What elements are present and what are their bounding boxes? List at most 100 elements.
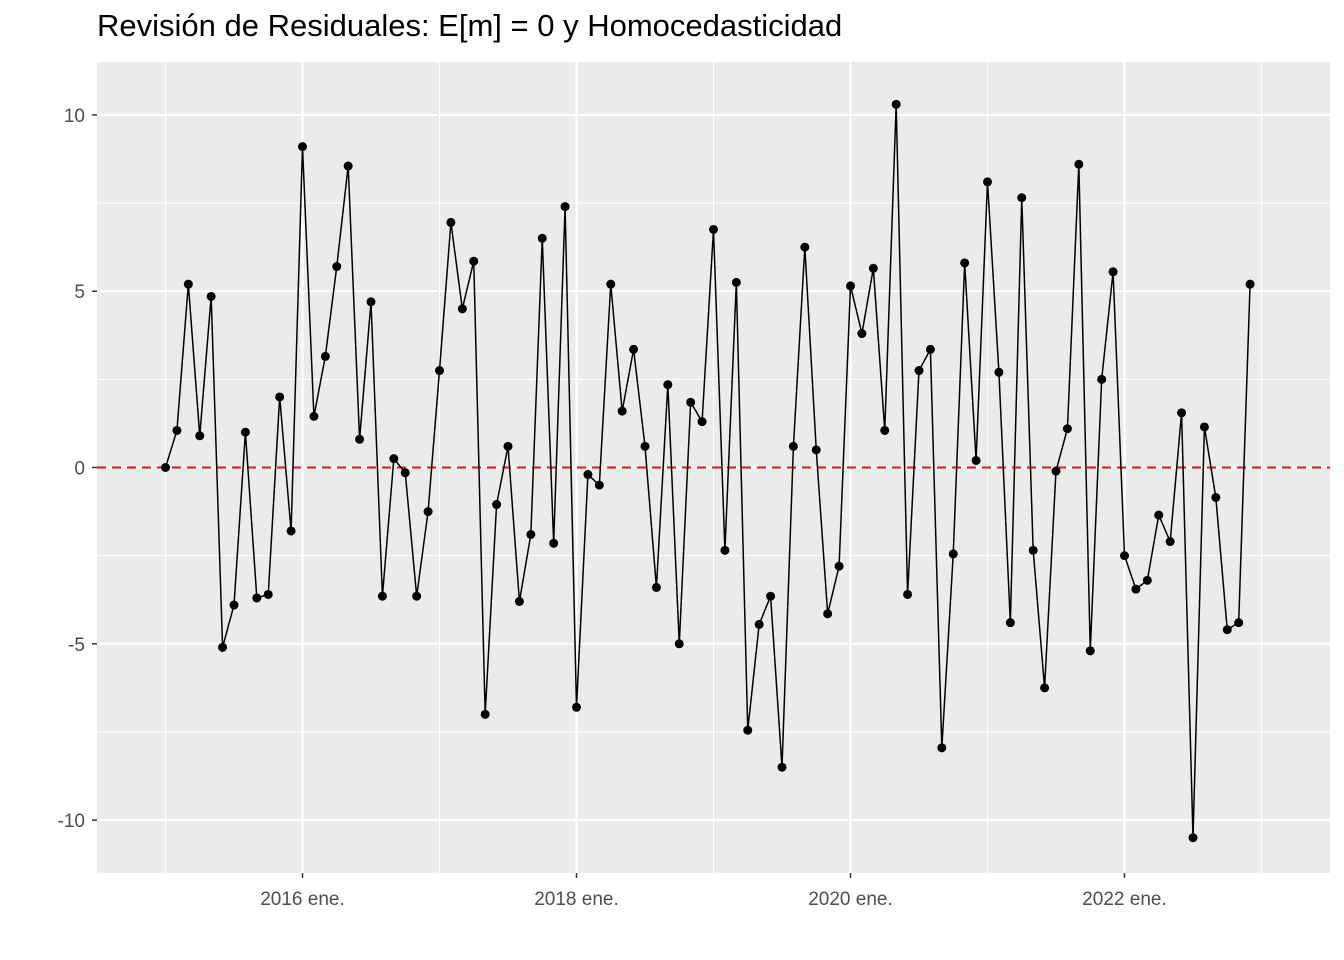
residual-point	[994, 367, 1004, 377]
residual-point	[629, 344, 639, 354]
residual-series-line	[164, 104, 1251, 838]
residual-point	[549, 538, 559, 548]
residual-point	[400, 468, 410, 478]
residual-point	[503, 441, 513, 451]
residual-point	[983, 177, 992, 187]
residual-point	[1131, 584, 1141, 594]
residual-point	[674, 639, 684, 649]
residual-point	[355, 434, 365, 444]
residual-point	[800, 242, 810, 252]
residual-point	[1188, 833, 1198, 843]
y-tick-label: 10	[64, 106, 85, 127]
residual-point	[275, 392, 285, 402]
residual-point	[560, 202, 570, 212]
residual-point	[1142, 575, 1152, 585]
residual-point	[1222, 625, 1232, 635]
residual-point	[435, 366, 444, 376]
residual-point	[1028, 545, 1038, 555]
residual-point	[343, 161, 353, 171]
residual-point	[948, 549, 958, 559]
residual-point	[389, 454, 399, 464]
residual-point	[857, 329, 867, 339]
residual-point	[366, 297, 376, 307]
y-tick-label: 5	[74, 282, 85, 303]
residual-point	[640, 441, 650, 451]
residual-point	[309, 411, 319, 421]
residual-point	[240, 427, 250, 437]
residual-point	[1234, 618, 1244, 628]
residual-point	[195, 431, 205, 441]
residual-point	[1245, 279, 1255, 289]
x-axis: 2016 ene. 2018 ene. 2020 ene. 2022 ene.	[260, 873, 1167, 910]
residual-point	[572, 702, 581, 712]
residual-point	[423, 507, 433, 517]
residual-point	[252, 593, 262, 603]
residual-point	[480, 709, 490, 719]
residual-point	[709, 224, 718, 234]
residual-point	[925, 344, 935, 354]
residual-point	[846, 281, 855, 291]
residual-point	[469, 256, 479, 266]
residual-point	[880, 425, 890, 435]
x-tick-label: 2020 ene.	[808, 889, 893, 910]
residual-point	[332, 262, 342, 272]
y-tick-label: -5	[68, 635, 85, 656]
residual-point	[1211, 492, 1221, 502]
residual-point	[720, 545, 730, 555]
y-axis: -10 -5 0 5 10	[58, 106, 97, 832]
residual-point	[1051, 466, 1061, 476]
residual-point	[788, 441, 798, 451]
residual-point	[903, 589, 913, 599]
residual-point	[206, 291, 216, 301]
x-tick-label: 2022 ene.	[1082, 889, 1167, 910]
residual-point	[218, 642, 228, 652]
residual-point	[1017, 193, 1027, 203]
residual-point	[1154, 510, 1164, 520]
residual-point	[286, 526, 296, 536]
residual-point	[971, 455, 981, 465]
residual-point	[514, 596, 524, 606]
chart-title: Revisión de Residuales: E[m] = 0 y Homoc…	[97, 8, 843, 43]
residual-point	[1097, 374, 1107, 384]
residual-point	[1040, 683, 1050, 693]
residual-point	[1062, 424, 1072, 434]
residual-point	[777, 762, 787, 772]
y-tick-label: -10	[58, 811, 85, 832]
residual-points	[161, 99, 1255, 843]
residual-point	[320, 351, 330, 361]
residual-point	[766, 591, 776, 601]
residual-point	[1074, 159, 1084, 169]
residual-point	[594, 480, 604, 490]
residual-point	[1085, 646, 1095, 656]
residual-point	[651, 582, 661, 592]
residual-point	[1199, 422, 1209, 432]
x-tick-label: 2018 ene.	[534, 889, 619, 910]
residual-point	[697, 417, 707, 427]
residual-point	[686, 397, 696, 407]
residual-point	[937, 743, 947, 753]
residual-point	[731, 277, 741, 287]
residual-point	[537, 233, 547, 243]
residual-point	[172, 425, 182, 435]
residual-point	[263, 589, 273, 599]
residual-point	[526, 529, 536, 539]
residual-point	[868, 263, 878, 273]
residual-point	[377, 591, 387, 601]
x-tick-label: 2016 ene.	[260, 889, 345, 910]
residual-point	[617, 406, 627, 416]
residual-point	[914, 366, 924, 376]
residual-point	[606, 279, 616, 289]
residual-point	[811, 445, 821, 455]
residual-point	[446, 217, 456, 227]
residual-point	[298, 142, 307, 152]
residual-point	[229, 600, 239, 610]
residual-point	[1120, 551, 1129, 561]
residual-point	[183, 279, 193, 289]
residual-point	[823, 609, 833, 619]
residual-point	[1005, 618, 1015, 628]
residual-point	[1108, 267, 1118, 277]
residual-point	[457, 304, 467, 314]
residual-point	[412, 591, 422, 601]
residual-point	[834, 561, 844, 571]
